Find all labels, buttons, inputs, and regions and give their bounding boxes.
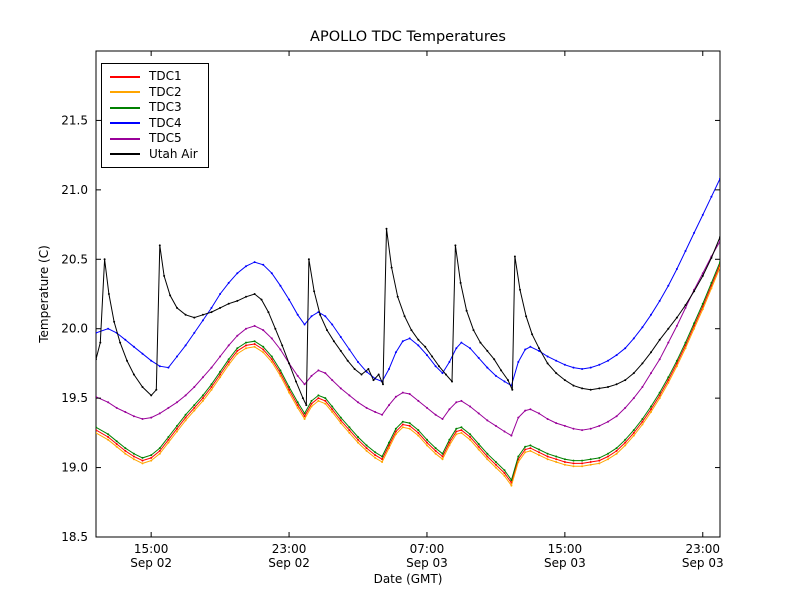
x-tick-date-label: Sep 03: [544, 556, 586, 570]
series-tdc5: [96, 240, 720, 437]
legend-line-swatch: [110, 137, 140, 140]
y-axis-label: Temperature (C): [37, 245, 51, 343]
legend-item-tdc3: TDC3: [110, 100, 198, 116]
y-tick-label: 19.0: [61, 461, 88, 475]
y-tick-label: 21.5: [61, 113, 88, 127]
legend-item-tdc1: TDC1: [110, 69, 198, 85]
legend-label: TDC5: [149, 131, 182, 146]
x-tick-date-label: Sep 03: [406, 556, 448, 570]
legend-line-swatch: [110, 91, 140, 94]
legend-line-swatch: [110, 75, 140, 78]
series-tdc3: [96, 261, 720, 482]
y-tick-label: 19.5: [61, 391, 88, 405]
x-tick-time-label: 15:00: [134, 542, 169, 556]
y-tick-label: 20.5: [61, 252, 88, 266]
legend-label: Utah Air: [149, 146, 198, 161]
x-tick-time-label: 23:00: [685, 542, 720, 556]
legend-item-tdc5: TDC5: [110, 131, 198, 147]
legend-line-swatch: [110, 106, 140, 109]
chart-title: APOLLO TDC Temperatures: [310, 29, 506, 45]
y-tick-label: 21.0: [61, 183, 88, 197]
series-tdc2: [96, 266, 720, 487]
legend-line-swatch: [110, 122, 140, 125]
x-tick-time-label: 15:00: [548, 542, 583, 556]
x-tick-date-label: Sep 02: [130, 556, 172, 570]
x-axis-label: Date (GMT): [373, 572, 443, 586]
legend-item-tdc2: TDC2: [110, 85, 198, 101]
x-tick-time-label: 23:00: [272, 542, 307, 556]
legend-label: TDC2: [149, 84, 182, 99]
x-tick-time-label: 07:00: [410, 542, 445, 556]
y-tick-label: 20.0: [61, 322, 88, 336]
legend-label: TDC3: [149, 100, 182, 115]
series-group: [96, 177, 720, 487]
x-tick-date-label: Sep 03: [682, 556, 724, 570]
y-tick-label: 18.5: [61, 530, 88, 544]
x-tick-date-label: Sep 02: [268, 556, 310, 570]
legend-line-swatch: [110, 153, 140, 156]
legend-label: TDC1: [149, 69, 182, 84]
series-tdc4: [96, 177, 720, 387]
legend: TDC1 TDC2 TDC3 TDC4 TDC5 Utah Air: [101, 63, 209, 168]
legend-label: TDC4: [149, 115, 182, 130]
legend-item-tdc4: TDC4: [110, 116, 198, 132]
series-utah-air: [96, 227, 720, 407]
series-tdc1: [96, 263, 720, 484]
legend-item-utah-air: Utah Air: [110, 147, 198, 163]
